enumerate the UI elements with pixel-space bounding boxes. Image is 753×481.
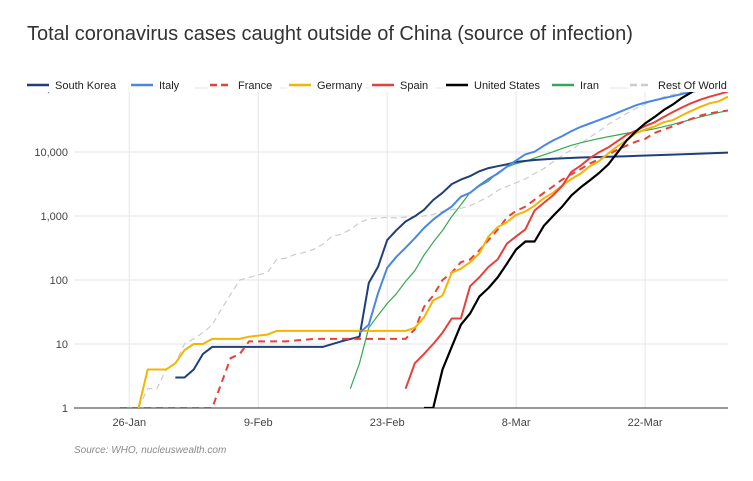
- chart-title: Total coronavirus cases caught outside o…: [27, 23, 633, 45]
- series-line-united-states: [424, 82, 712, 408]
- legend-item-bg: [208, 77, 280, 92]
- legend-label: Italy: [159, 80, 180, 92]
- y-tick-label: 10,000: [34, 147, 68, 159]
- y-tick-label: 10: [56, 339, 68, 351]
- y-tick-label: 100: [50, 275, 68, 287]
- y-tick-label: 1,000: [40, 211, 68, 223]
- chart-source-note: Source: WHO, nucleuswealth.com: [74, 445, 227, 456]
- legend-label: Spain: [400, 80, 428, 92]
- x-tick-label: 23-Feb: [370, 417, 405, 429]
- x-tick-label: 22-Mar: [628, 417, 663, 429]
- legend-item-bg: [370, 77, 436, 92]
- series-line-iran: [349, 109, 728, 389]
- legend-item-bg: [287, 77, 366, 92]
- legend-item-bg: [25, 77, 129, 92]
- y-tick-label: 1: [62, 403, 68, 415]
- legend-item-bg: [129, 77, 195, 92]
- series-line-italy: [358, 85, 728, 334]
- series-line-france: [120, 109, 728, 408]
- legend-item-bg: [444, 77, 560, 92]
- legend-item-bg: [628, 77, 744, 92]
- series-line-rest-of-world: [137, 88, 728, 408]
- x-tick-label: 26-Jan: [112, 417, 146, 429]
- legend-item-bg: [550, 77, 610, 92]
- legend-label: France: [238, 80, 272, 92]
- legend-label: United States: [474, 80, 541, 92]
- series-line-germany: [137, 95, 728, 408]
- legend-label: Rest Of World: [658, 80, 727, 92]
- legend-label: Germany: [317, 80, 363, 92]
- legend: South Korea Italy France Germany Spain United…: [25, 77, 744, 92]
- series-line-spain: [404, 90, 728, 390]
- legend-label: Iran: [580, 80, 599, 92]
- x-tick-label: 8-Mar: [502, 417, 531, 429]
- series-line-south-korea: [175, 151, 728, 379]
- series-group: [120, 82, 728, 408]
- x-tick-label: 9-Feb: [244, 417, 273, 429]
- legend-label: South Korea: [55, 80, 117, 92]
